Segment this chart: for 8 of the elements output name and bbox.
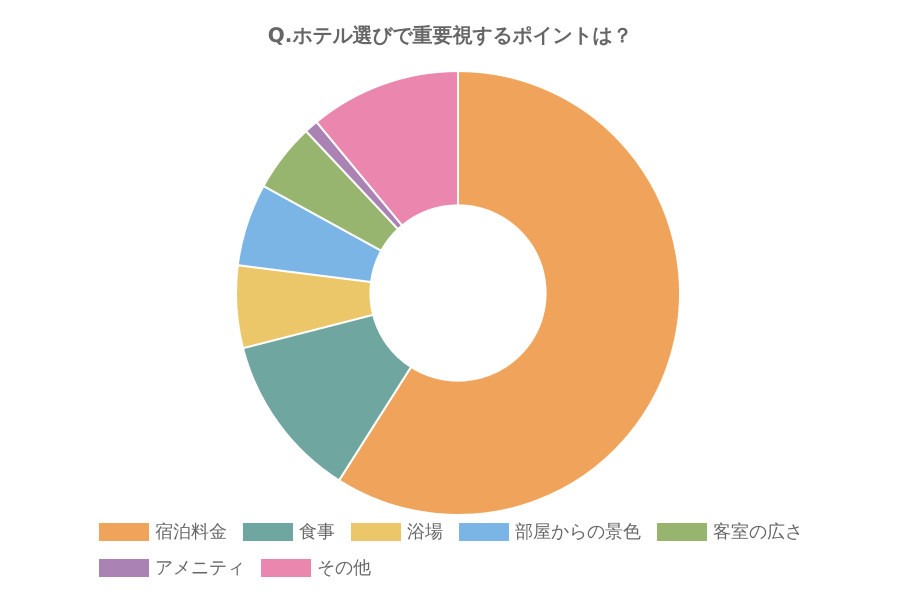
legend-label: その他 (317, 558, 371, 578)
legend-label: 部屋からの景色 (515, 522, 641, 542)
legend-label: 客室の広さ (713, 522, 803, 542)
legend-label: 宿泊料金 (155, 522, 227, 542)
legend-label: 浴場 (407, 522, 443, 542)
chart-title: Q.ホテル選びで重要視するポイントは？ (268, 23, 632, 47)
legend-label: アメニティ (155, 558, 245, 578)
legend-label: 食事 (299, 522, 335, 542)
